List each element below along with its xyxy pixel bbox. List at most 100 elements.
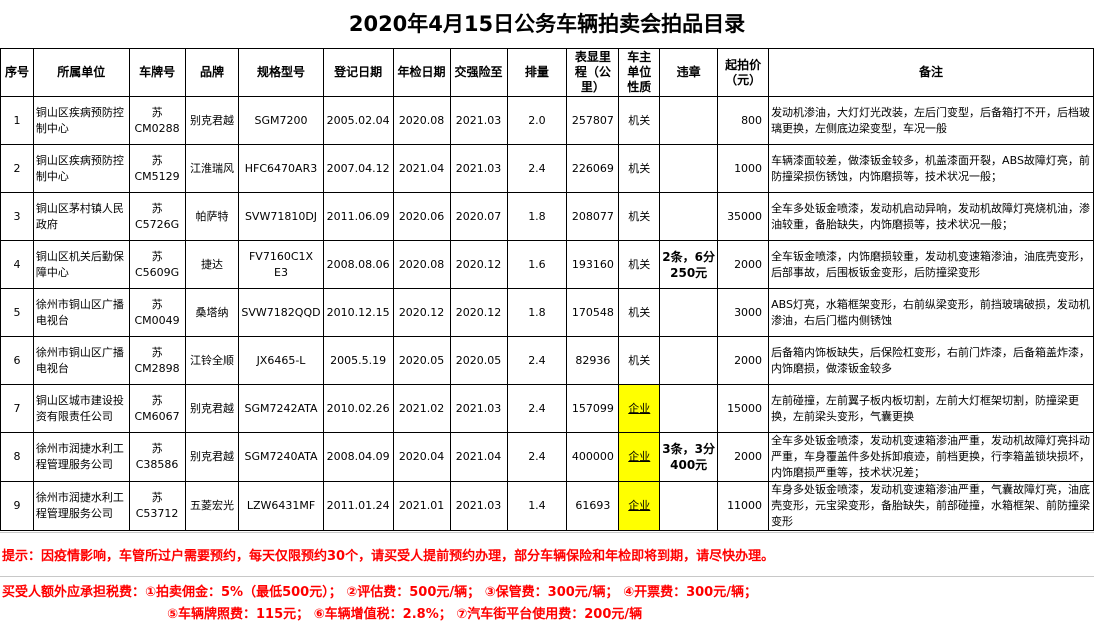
cell-reg-date: 2011.06.09 (322, 192, 394, 241)
cell-remarks: 全车多处钣金喷漆，发动机启动异响，发动机故障灯亮烧机油，渗油较重，备胎缺失，内饰… (768, 192, 1094, 241)
cell-remarks: 后备箱内饰板缺失，后保险杠变形，右前门炸漆，后备箱盖炸漆，内饰磨损，做漆钣金较多 (768, 336, 1094, 385)
cell-seq: 7 (0, 384, 34, 433)
cell-reg-date: 2008.08.06 (322, 240, 394, 289)
fees-line-1: 买受人额外应承担税费：①拍卖佣金：5%（最低500元）； ②评估费：500元/辆… (2, 585, 757, 600)
cell-displacement: 2.4 (506, 144, 568, 193)
cell-unit: 徐州市润捷水利工程管理服务公司 (32, 481, 130, 531)
table-row: 5 徐州市铜山区广播电视台 苏CM0049 桑塔纳 SVW7182QQD 2010.12.… (0, 288, 1094, 337)
cell-remarks: 发动机渗油，大灯灯光改装，左后门变型，后备箱打不开，后档玻璃更换，左侧底边梁变型… (768, 96, 1094, 145)
cell-brand: 别克君越 (184, 96, 240, 145)
column-header: 起拍价（元） (717, 48, 770, 97)
column-header: 序号 (0, 48, 34, 97)
column-header: 交强险至 (449, 48, 508, 97)
cell-inspect-date: 2020.12 (392, 288, 451, 337)
cell-mileage: 257807 (566, 96, 620, 145)
cell-mileage: 157099 (566, 384, 620, 433)
cell-brand: 捷达 (184, 240, 240, 289)
cell-seq: 6 (0, 336, 34, 385)
table-row: 4 铜山区机关后勤保障中心 苏C5609G 捷达 FV7160C1X E3 2008.08… (0, 240, 1094, 289)
cell-plate: 苏CM2898 (128, 336, 186, 385)
table-row: 1 铜山区疾病预防控制中心 苏CM0288 别克君越 SGM7200 2005.02.04… (0, 96, 1094, 145)
cell-displacement: 2.0 (506, 96, 568, 145)
cell-owner-type: 机关 (618, 288, 661, 337)
cell-start-price: 35000 (717, 192, 770, 241)
cell-brand: 别克君越 (184, 384, 240, 433)
cell-owner-type: 机关 (618, 96, 661, 145)
cell-reg-date: 2005.02.04 (322, 96, 394, 145)
cell-owner-type: 企业 (618, 481, 661, 531)
cell-unit: 铜山区疾病预防控制中心 (32, 144, 130, 193)
cell-model: HFC6470AR3 (238, 144, 324, 193)
cell-model: SGM7242ATA (238, 384, 324, 433)
cell-insurance-until: 2021.03 (449, 144, 508, 193)
cell-violations (659, 288, 719, 337)
vehicle-table: 序号 所属单位 车牌号 品牌 规格型号 登记日期 年检日期 交强险至 排量 表显里程（公里） 车主单… (0, 48, 1094, 531)
cell-brand: 桑塔纳 (184, 288, 240, 337)
cell-model: LZW6431MF (238, 481, 324, 531)
cell-displacement: 1.4 (506, 481, 568, 531)
cell-plate: 苏CM6067 (128, 384, 186, 433)
cell-unit: 铜山区茅村镇人民政府 (32, 192, 130, 241)
cell-displacement: 1.6 (506, 240, 568, 289)
fees-line-2: ⑤车辆牌照费：115元； ⑥车辆增值税：2.8%； ⑦汽车街平台使用费：200元… (167, 607, 643, 622)
cell-displacement: 1.8 (506, 192, 568, 241)
cell-plate: 苏CM0049 (128, 288, 186, 337)
cell-inspect-date: 2021.02 (392, 384, 451, 433)
cell-start-price: 15000 (717, 384, 770, 433)
cell-reg-date: 2005.5.19 (322, 336, 394, 385)
cell-reg-date: 2008.04.09 (322, 432, 394, 482)
table-row: 9 徐州市润捷水利工程管理服务公司 苏C53712 五菱宏光 LZW6431MF 2011… (0, 481, 1094, 531)
cell-mileage: 208077 (566, 192, 620, 241)
cell-unit: 徐州市铜山区广播电视台 (32, 288, 130, 337)
cell-seq: 9 (0, 481, 34, 531)
cell-mileage: 226069 (566, 144, 620, 193)
cell-remarks: 车身多处钣金喷漆，发动机变速箱渗油严重，气囊故障灯亮，油底壳变形，元宝梁变形，备… (768, 481, 1094, 531)
cell-owner-type: 机关 (618, 144, 661, 193)
divider (0, 576, 1094, 577)
cell-brand: 江淮瑞风 (184, 144, 240, 193)
cell-reg-date: 2010.12.15 (322, 288, 394, 337)
cell-seq: 5 (0, 288, 34, 337)
cell-plate: 苏C5726G (128, 192, 186, 241)
cell-mileage: 193160 (566, 240, 620, 289)
table-row: 8 徐州市润捷水利工程管理服务公司 苏C38586 别克君越 SGM7240ATA 200… (0, 432, 1094, 482)
cell-plate: 苏CM0288 (128, 96, 186, 145)
cell-mileage: 61693 (566, 481, 620, 531)
cell-model: SVW71810DJ (238, 192, 324, 241)
divider (0, 532, 1094, 533)
cell-unit: 徐州市铜山区广播电视台 (32, 336, 130, 385)
cell-reg-date: 2010.02.26 (322, 384, 394, 433)
cell-unit: 铜山区机关后勤保障中心 (32, 240, 130, 289)
column-header: 表显里程（公里） (566, 48, 620, 97)
cell-violations (659, 96, 719, 145)
cell-inspect-date: 2020.08 (392, 240, 451, 289)
cell-start-price: 2000 (717, 336, 770, 385)
cell-inspect-date: 2020.08 (392, 96, 451, 145)
cell-inspect-date: 2020.04 (392, 432, 451, 482)
cell-model: FV7160C1X E3 (238, 240, 324, 289)
cell-seq: 1 (0, 96, 34, 145)
column-header: 排量 (506, 48, 568, 97)
cell-remarks: 全车钣金喷漆，内饰磨损较重，发动机变速箱渗油，油底壳变形，后部事故，后围板钣金变… (768, 240, 1094, 289)
cell-insurance-until: 2020.12 (449, 288, 508, 337)
cell-seq: 4 (0, 240, 34, 289)
cell-insurance-until: 2020.12 (449, 240, 508, 289)
cell-insurance-until: 2020.07 (449, 192, 508, 241)
table-row: 7 铜山区城市建设投资有限责任公司 苏CM6067 别克君越 SGM7242ATA 201… (0, 384, 1094, 433)
notice-text: 提示：因疫情影响，车管所过户需要预约，每天仅限预约30个，请买受人提前预约办理，… (2, 549, 775, 564)
cell-insurance-until: 2021.03 (449, 384, 508, 433)
cell-owner-type: 企业 (618, 384, 661, 433)
cell-inspect-date: 2021.01 (392, 481, 451, 531)
cell-start-price: 11000 (717, 481, 770, 531)
cell-owner-type: 机关 (618, 336, 661, 385)
cell-violations (659, 384, 719, 433)
cell-inspect-date: 2020.05 (392, 336, 451, 385)
table-row: 2 铜山区疾病预防控制中心 苏CM5129 江淮瑞风 HFC6470AR3 2007.04… (0, 144, 1094, 193)
column-header: 登记日期 (322, 48, 394, 97)
cell-mileage: 82936 (566, 336, 620, 385)
cell-remarks: ABS灯亮，水箱框架变形，右前纵梁变形，前挡玻璃破损，发动机渗油，右后门槛内侧锈… (768, 288, 1094, 337)
cell-displacement: 2.4 (506, 384, 568, 433)
cell-owner-type: 机关 (618, 192, 661, 241)
cell-model: SGM7240ATA (238, 432, 324, 482)
